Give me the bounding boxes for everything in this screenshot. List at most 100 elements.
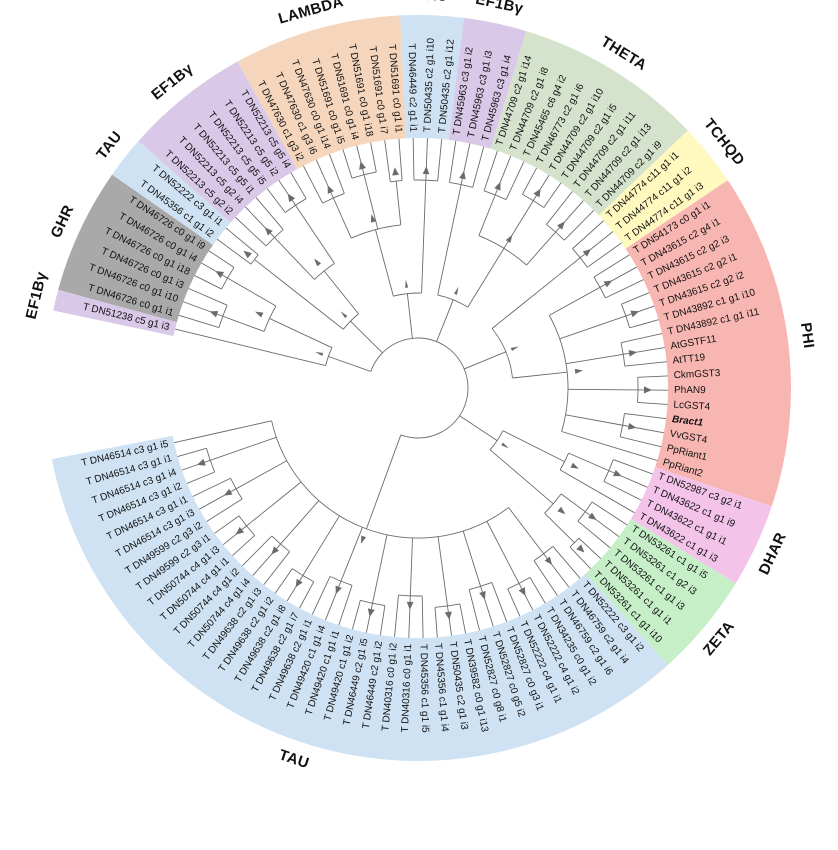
branch-arc	[292, 568, 314, 583]
leaf-branch	[491, 582, 508, 622]
internal-branch	[269, 318, 333, 349]
leaf-branch	[572, 220, 604, 250]
clade-band-tau	[400, 14, 464, 140]
bootstrap-marker	[630, 310, 640, 318]
internal-branch	[467, 248, 505, 308]
internal-branch	[328, 356, 371, 372]
leaf-branch	[266, 188, 286, 213]
internal-branch	[366, 477, 386, 530]
leaf-branch	[447, 605, 452, 636]
bootstrap-marker	[501, 442, 509, 449]
internal-branch	[559, 315, 626, 340]
internal-branch	[332, 197, 352, 239]
bootstrap-marker	[628, 350, 638, 357]
branch-arc	[221, 267, 235, 290]
internal-branch	[375, 229, 394, 297]
leaf-branch	[522, 167, 538, 195]
leaf-branch	[533, 560, 558, 596]
branch-arc	[342, 313, 359, 330]
leaf-branch	[188, 288, 228, 306]
leaf-label: Bract1	[671, 414, 704, 429]
leaf-branch	[552, 546, 581, 579]
internal-branch	[421, 210, 426, 294]
internal-branch	[560, 493, 586, 513]
internal-branch	[272, 352, 326, 367]
internal-branch	[222, 315, 265, 332]
leaf-branch	[329, 154, 345, 194]
clade-band-tau	[112, 141, 231, 245]
branch-arc	[413, 179, 438, 182]
bootstrap-marker	[254, 311, 264, 318]
bootstrap-marker	[544, 556, 553, 565]
branch-arc	[271, 535, 290, 553]
leaf-branch	[546, 191, 573, 225]
branch-arc	[230, 478, 243, 500]
internal-branch	[502, 430, 565, 463]
branch-arc	[577, 501, 593, 522]
bootstrap-marker	[335, 585, 342, 595]
clade-band-ghr	[58, 174, 213, 323]
internal-branch	[559, 469, 609, 499]
leaf-branch	[214, 515, 240, 534]
internal-branch	[437, 536, 448, 607]
leaf-branch	[468, 589, 480, 631]
clade-band-lambda	[237, 15, 407, 170]
leaf-branch	[621, 292, 650, 305]
bootstrap-marker	[196, 458, 206, 466]
branch-arc	[569, 537, 580, 548]
internal-branch	[459, 415, 498, 441]
leaf-branch	[274, 568, 293, 594]
branch-arc	[393, 292, 422, 297]
leaf-branch	[593, 254, 630, 278]
leaf-label: CkmGST3	[673, 368, 721, 381]
leaf-branch	[174, 328, 216, 340]
leaf-branch	[186, 471, 215, 484]
bootstrap-marker	[613, 469, 622, 477]
internal-branch	[462, 530, 482, 587]
leaf-branch	[255, 197, 284, 230]
bootstrap-marker	[557, 221, 565, 230]
bootstrap-marker	[392, 167, 399, 176]
branch-arc	[263, 305, 277, 332]
clade-band-ef1b-gamma	[53, 289, 177, 337]
internal-branch	[565, 353, 624, 365]
clade-label-phi: PHI	[797, 322, 817, 350]
bootstrap-marker	[603, 280, 613, 288]
bootstrap-marker	[576, 544, 585, 553]
leaf-branch	[379, 605, 386, 636]
leaf-branch	[173, 433, 216, 444]
leaf-branch	[563, 209, 595, 241]
bootstrap-marker	[287, 193, 296, 203]
internal-branch	[227, 277, 277, 307]
leaf-branch	[603, 480, 642, 501]
leaf-branch	[577, 520, 611, 549]
bootstrap-marker	[314, 258, 322, 267]
internal-branch	[384, 434, 402, 478]
branch-arc	[218, 305, 228, 328]
bootstrap-marker	[494, 181, 501, 191]
clade-band-theta	[490, 31, 688, 216]
clade-band-ef1b-gamma	[448, 17, 527, 149]
leaf-branch	[625, 305, 655, 317]
bootstrap-marker	[570, 462, 579, 469]
leaf-branch	[472, 146, 485, 188]
leaf-branch	[222, 525, 247, 546]
leaf-branch	[263, 551, 291, 586]
leaf-branch	[352, 600, 361, 630]
internal-branch	[489, 449, 554, 505]
leaf-branch	[241, 535, 273, 567]
clade-bands	[51, 14, 792, 762]
internal-branch	[508, 507, 544, 555]
internal-branch	[274, 237, 315, 280]
leaf-branch	[302, 165, 324, 204]
clade-band-phi	[625, 180, 792, 507]
branch-arc	[469, 582, 492, 591]
leaf-label: LcGST4	[673, 399, 711, 412]
clade-label-tau: TAU	[417, 0, 448, 5]
leaf-branch	[311, 576, 331, 615]
bootstrap-marker	[295, 578, 303, 588]
leaf-branch	[232, 535, 256, 556]
bootstrap-marker	[367, 608, 375, 617]
leaf-branch	[394, 595, 399, 637]
